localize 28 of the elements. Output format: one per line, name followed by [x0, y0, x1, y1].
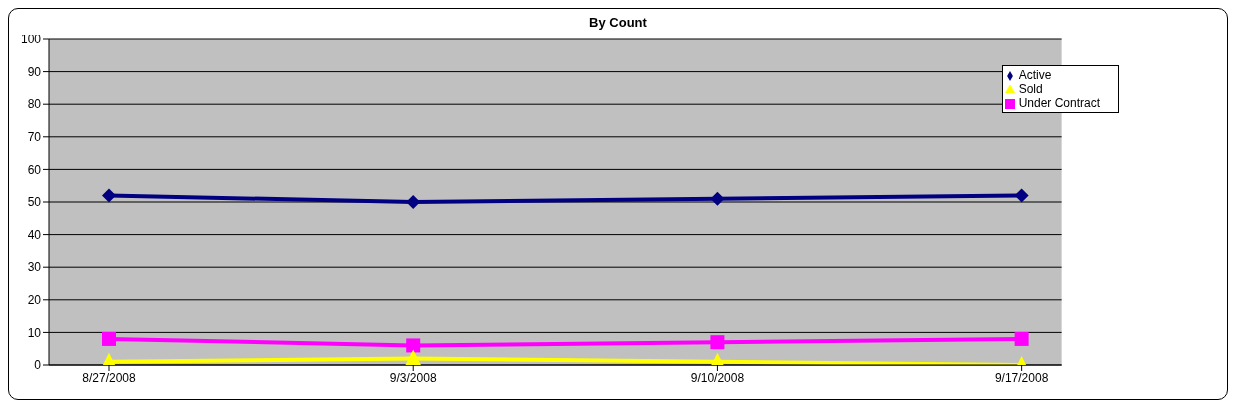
- y-tick-label: 40: [27, 227, 42, 242]
- legend-label: Under Contract: [1018, 96, 1100, 110]
- y-tick-label: 50: [27, 195, 42, 210]
- point: [1014, 331, 1029, 346]
- x-tick-label: 8/27/2008: [82, 370, 137, 385]
- chart-title: By Count: [589, 15, 647, 30]
- point: [102, 331, 116, 346]
- y-tick-label: 60: [27, 162, 42, 177]
- y-tick-label: 100: [20, 32, 42, 47]
- y-tick-label: 20: [27, 293, 42, 308]
- point: [405, 349, 422, 365]
- point: [406, 338, 421, 353]
- legend-label: Active: [1018, 68, 1052, 82]
- y-tick-label: 90: [27, 64, 42, 79]
- point: [102, 188, 116, 203]
- x-tick-label: 9/10/2008: [690, 370, 745, 385]
- point: [1014, 188, 1029, 203]
- y-tick-label: 30: [27, 260, 42, 275]
- x-tick-label: 9/3/2008: [389, 370, 437, 385]
- point: [710, 335, 725, 350]
- y-tick-label: 0: [34, 358, 42, 373]
- x-tick-label: 9/17/2008: [994, 370, 1049, 385]
- legend-label: Sold: [1018, 82, 1043, 96]
- y-tick-label: 70: [27, 130, 42, 145]
- y-tick-label: 80: [27, 97, 42, 112]
- point: [710, 191, 725, 206]
- y-tick-label: 10: [27, 325, 42, 340]
- point: [406, 195, 421, 209]
